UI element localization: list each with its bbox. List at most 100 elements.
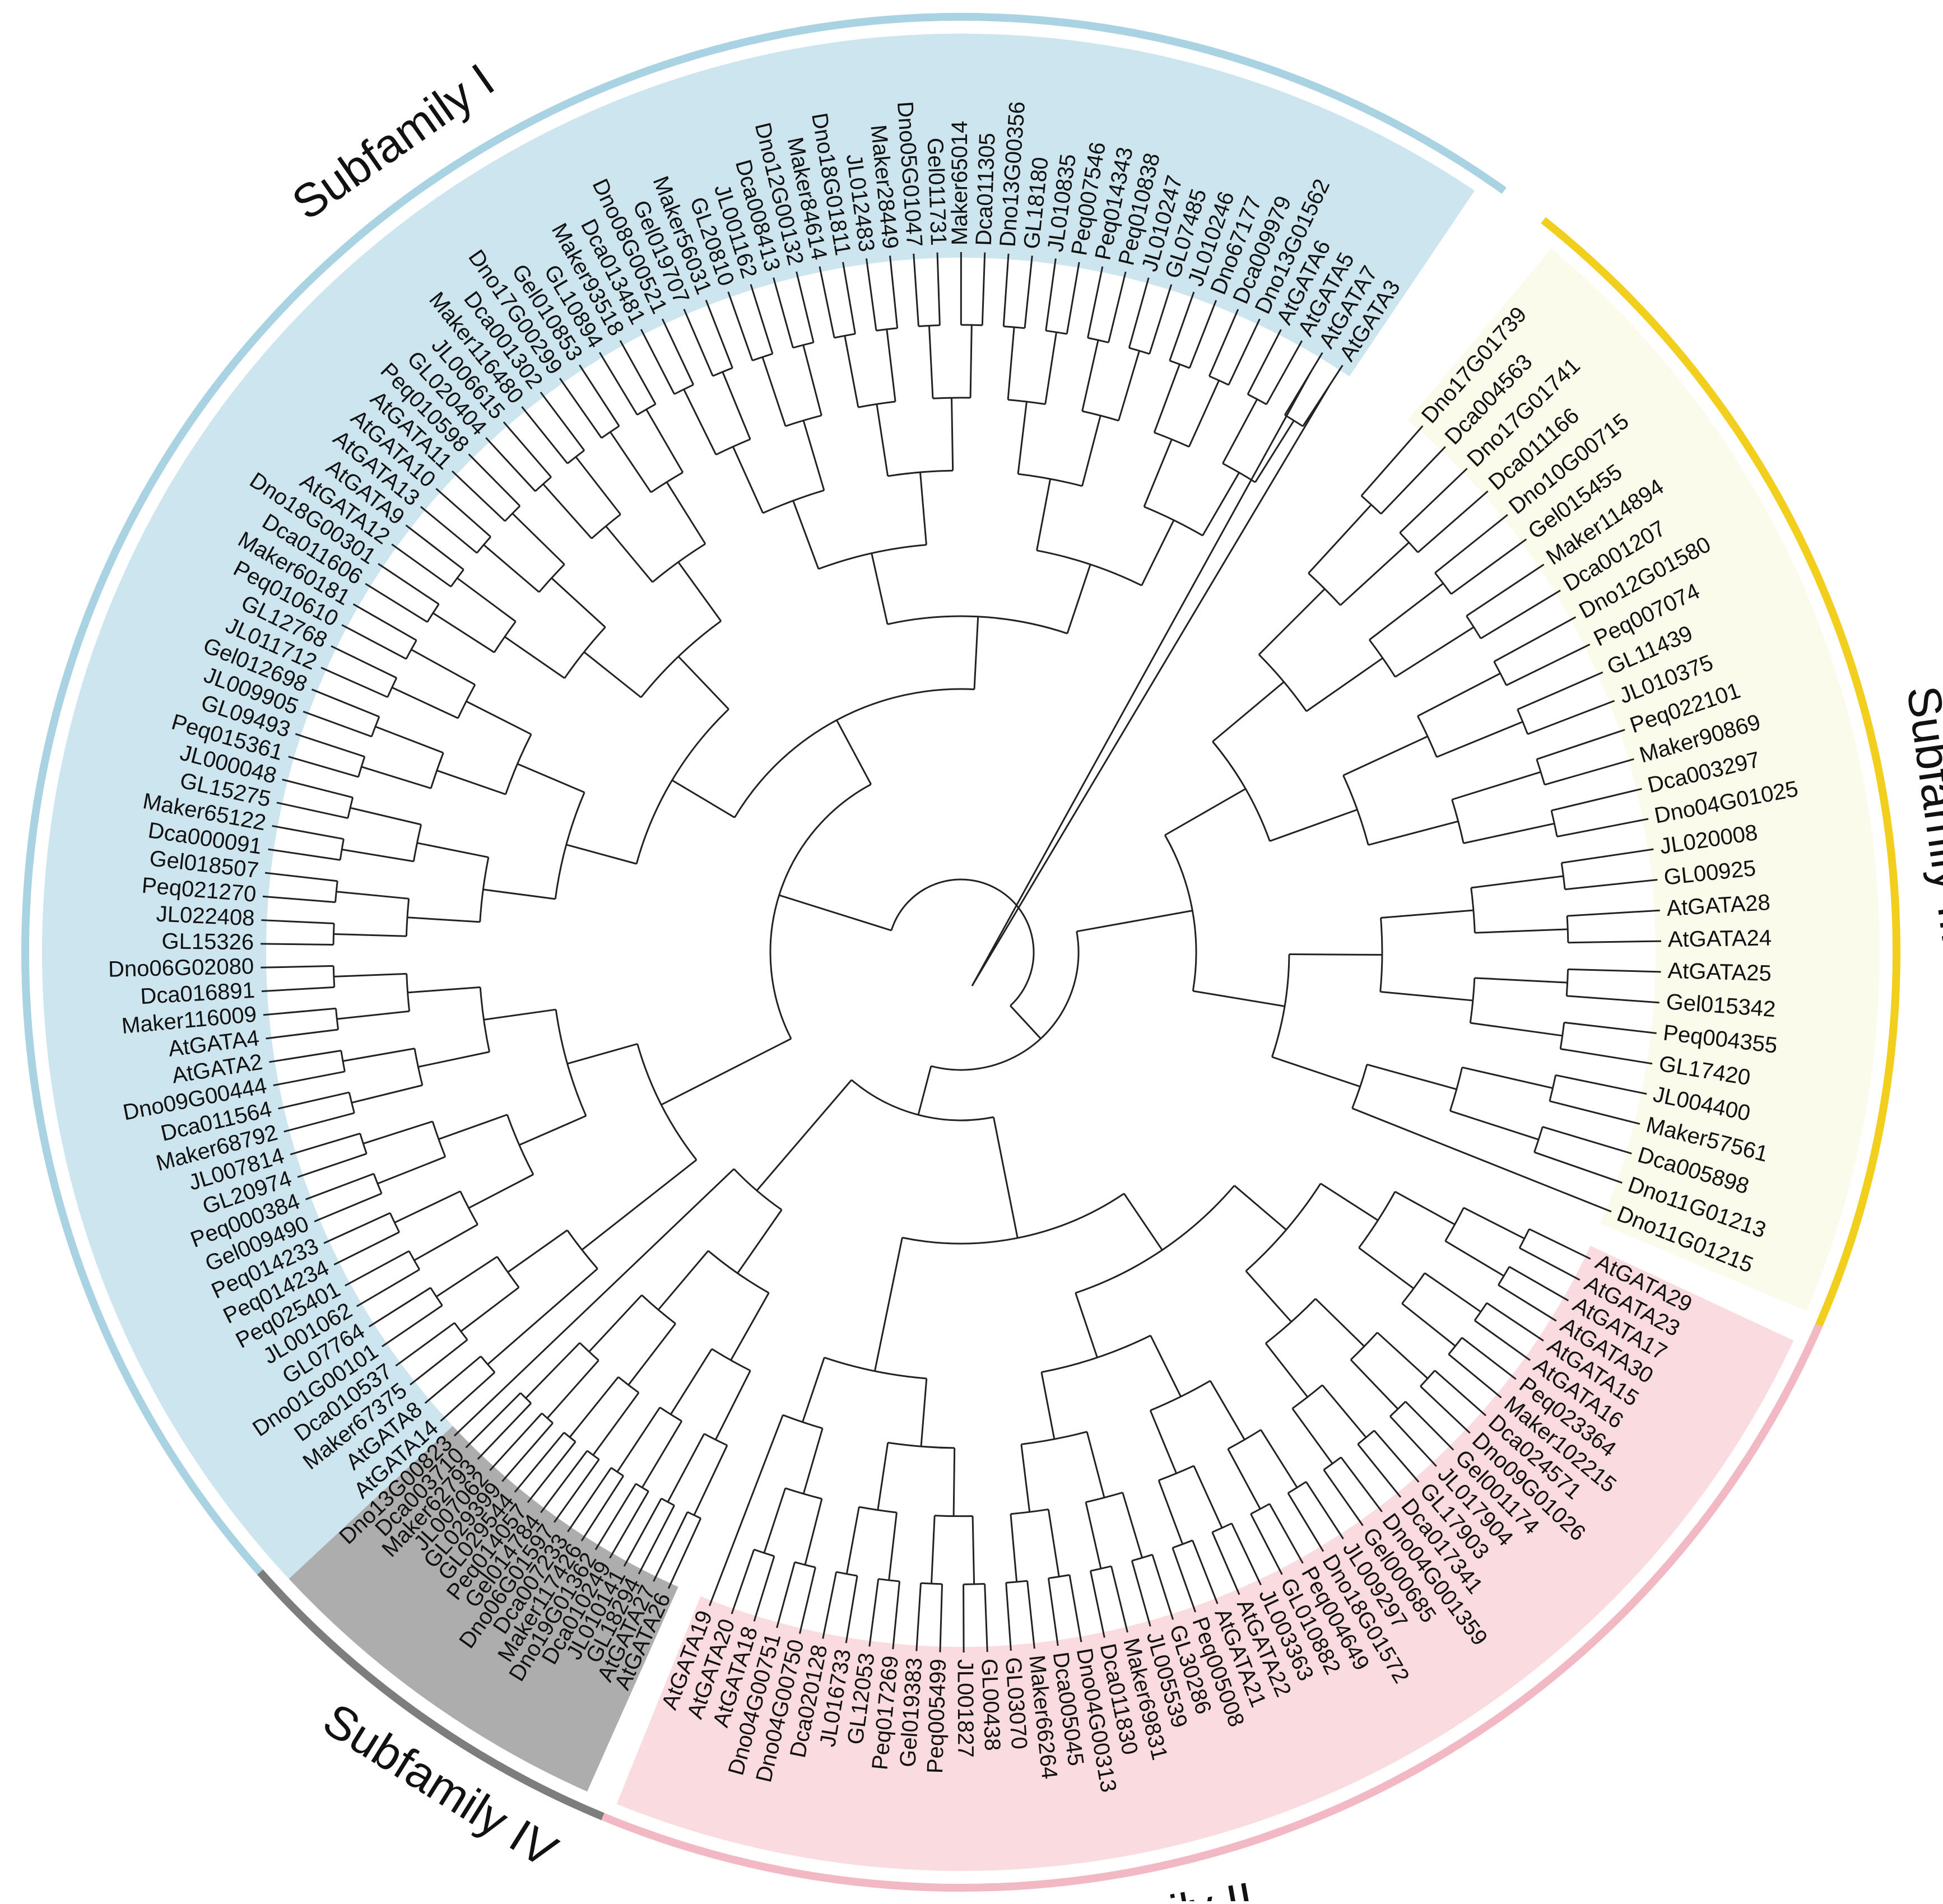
tree-branch: [560, 378, 601, 438]
tree-branch: [723, 372, 750, 439]
tree-branch: [668, 1518, 701, 1588]
tree-branch: [513, 514, 565, 565]
tree-branch: [1435, 1371, 1486, 1416]
tree-branch: [1343, 737, 1428, 776]
tree-branch: [1518, 672, 1603, 709]
tree-branch: [1170, 292, 1194, 361]
tree-branch: [1470, 1023, 1562, 1036]
tree-branch: [570, 1377, 619, 1437]
tree-branch: [678, 657, 729, 709]
tree-branch: [1222, 399, 1257, 464]
tree-branch: [893, 1581, 900, 1649]
tree-branch: [1475, 929, 1568, 933]
tree-branch: [803, 421, 824, 491]
tree-branch: [305, 1174, 374, 1199]
tree-branch: [1418, 491, 1488, 552]
tree-branch: [1070, 1575, 1081, 1642]
tree-branch: [382, 1306, 442, 1347]
tree-branch: [1088, 267, 1103, 338]
tree-branch: [715, 1371, 750, 1440]
tree-branch: [1565, 879, 1657, 889]
tree-branch: [1395, 627, 1473, 677]
tree-branch: [1025, 255, 1032, 328]
tree-branch: [845, 336, 858, 407]
tree-branch: [263, 1008, 336, 1015]
tree-branch: [407, 918, 480, 922]
tree-branch: [647, 409, 683, 472]
tree-branch: [774, 278, 793, 348]
tree-branch: [263, 896, 336, 902]
tree-branch: [836, 720, 871, 785]
tree-branch: [684, 389, 716, 455]
tree-branch: [543, 484, 592, 538]
tree-branch: [1402, 1304, 1455, 1346]
tree-branch: [298, 1154, 366, 1177]
tree-branch: [639, 1505, 674, 1574]
tree-branch: [1417, 673, 1500, 716]
tree-branch: [1076, 1293, 1098, 1357]
tree-branch: [1144, 439, 1172, 506]
tree-branch: [1445, 1241, 1504, 1275]
tree-branch: [733, 446, 763, 513]
tree-branch: [1119, 351, 1140, 421]
tree-branch: [452, 471, 505, 521]
tree-branch: [1193, 1540, 1218, 1604]
tree-branch: [982, 253, 984, 325]
tree-branch: [1077, 911, 1193, 932]
leaf-label: Peq005499: [923, 1659, 951, 1774]
tree-branch: [728, 292, 752, 361]
tree-branch: [1229, 319, 1259, 385]
tree-branch: [352, 1085, 422, 1102]
tree-branch: [889, 1512, 897, 1580]
tree-branch: [684, 309, 713, 376]
tree-branch: [392, 544, 451, 587]
subfamily-III-label: Subfamily III: [1897, 683, 1943, 947]
tree-branch: [1321, 1184, 1378, 1221]
tree-branch: [1316, 1298, 1364, 1346]
tree-branch: [1340, 542, 1409, 605]
tree-branch: [803, 1428, 822, 1494]
tree-branch: [1048, 1578, 1058, 1645]
tree-branch: [417, 843, 488, 858]
tree-branch: [568, 1468, 611, 1531]
tree-branch: [671, 1349, 712, 1414]
tree-branch: [1420, 1386, 1470, 1433]
tree-branch: [1006, 1582, 1011, 1650]
tree-branch: [952, 398, 953, 471]
tree-branch: [334, 1232, 399, 1265]
tree-branch: [1381, 446, 1445, 514]
tree-branch: [1369, 583, 1443, 640]
tree-branch: [519, 1116, 586, 1145]
tree-branch: [1151, 1335, 1181, 1396]
tree-branch: [554, 1459, 599, 1522]
tree-branch: [1251, 1514, 1282, 1575]
tree-branch: [970, 325, 972, 398]
tree-branch: [396, 1323, 454, 1366]
tree-branch: [551, 578, 605, 627]
leaf-label: JL022408: [156, 902, 255, 931]
tree-branch: [303, 711, 371, 737]
tree-branch: [1367, 1064, 1457, 1089]
tree-branch: [1067, 565, 1090, 634]
tree-branch: [1568, 969, 1661, 972]
tree-branch: [754, 1556, 774, 1621]
tree-branch: [277, 803, 348, 818]
tree-branch: [336, 892, 408, 899]
tree-branch: [282, 780, 353, 798]
tree-branch: [973, 1516, 974, 1584]
tree-branch: [662, 319, 693, 385]
tree-branch: [1359, 1248, 1414, 1289]
tree-branch: [487, 1269, 597, 1365]
tree-branch: [1529, 1229, 1590, 1259]
tree-branch: [342, 625, 406, 659]
tree-branch: [1425, 1273, 1481, 1312]
tree-branch: [1266, 1343, 1308, 1397]
leaf-label: GL00438: [977, 1658, 1005, 1751]
tree-branch: [1142, 520, 1174, 586]
tree-branch: [877, 404, 888, 476]
tree-branch: [1545, 759, 1634, 785]
tree-branch: [918, 1066, 931, 1115]
tree-connector: [770, 784, 871, 1039]
tree-branch: [483, 890, 555, 899]
tree-branch: [278, 1092, 350, 1109]
